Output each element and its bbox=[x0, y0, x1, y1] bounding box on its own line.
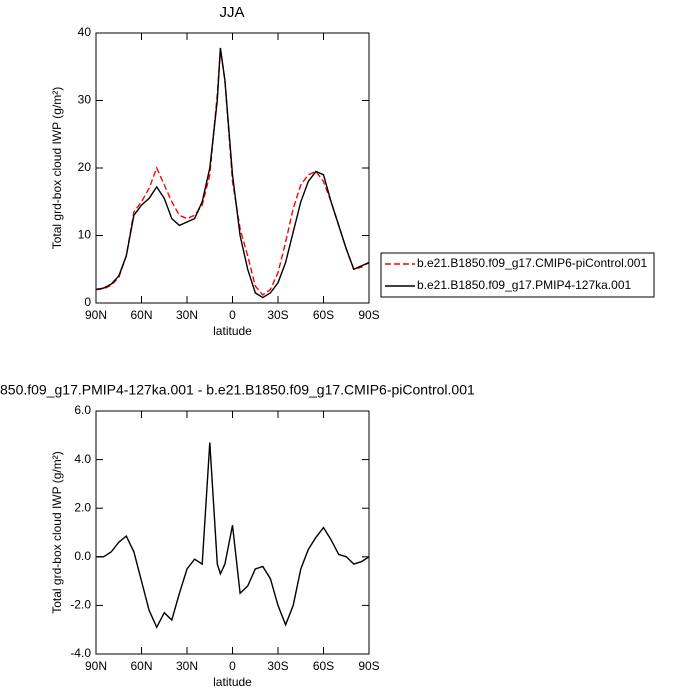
x-axis-label: latitude bbox=[213, 675, 252, 689]
data-line bbox=[95, 47, 370, 299]
x-tick-label: 0 bbox=[229, 308, 236, 322]
x-tick-label: 60S bbox=[313, 308, 334, 322]
x-tick-label: 60S bbox=[313, 659, 334, 673]
y-axis-label: Total grd-box cloud IWP (g/m²) bbox=[50, 451, 64, 614]
legend-box bbox=[380, 252, 655, 298]
x-tick-label: 60N bbox=[130, 659, 152, 673]
y-tick-label: 10 bbox=[78, 228, 92, 242]
y-tick-label: 6.0 bbox=[74, 403, 91, 417]
plot-frame bbox=[95, 410, 370, 655]
legend-label: b.e21.B1850.f09_g17.PMIP4-127ka.001 bbox=[417, 278, 631, 292]
x-tick-label: 90N bbox=[85, 659, 107, 673]
y-tick-label: 2.0 bbox=[74, 500, 91, 514]
x-tick-label: 30N bbox=[176, 659, 198, 673]
y-tick-label: 4.0 bbox=[74, 452, 91, 466]
chart-title: 850.f09_g17.PMIP4-127ka.001 - b.e21.B185… bbox=[0, 382, 475, 398]
data-line bbox=[96, 442, 370, 629]
x-tick-label: 60N bbox=[130, 308, 152, 322]
y-tick-label: 0.0 bbox=[74, 549, 91, 563]
y-tick-label: -4.0 bbox=[70, 646, 91, 660]
chart-title: JJA bbox=[219, 4, 244, 21]
x-tick-label: 30N bbox=[176, 308, 198, 322]
x-tick-label: 30S bbox=[267, 308, 288, 322]
x-tick-label: 0 bbox=[229, 659, 236, 673]
x-tick-label: 90N bbox=[85, 308, 107, 322]
x-tick-label: 90S bbox=[358, 308, 379, 322]
y-tick-label: -2.0 bbox=[70, 598, 91, 612]
legend-label: b.e21.B1850.f09_g17.CMIP6-piControl.001 bbox=[417, 256, 647, 270]
x-axis-label: latitude bbox=[213, 324, 252, 338]
y-tick-label: 40 bbox=[78, 25, 92, 39]
y-tick-label: 20 bbox=[78, 160, 92, 174]
x-tick-label: 90S bbox=[358, 659, 379, 673]
x-tick-label: 30S bbox=[267, 659, 288, 673]
y-tick-label: 30 bbox=[78, 93, 92, 107]
y-tick-label: 0 bbox=[84, 295, 91, 309]
y-axis-label: Total grd-box cloud IWP (g/m²) bbox=[50, 87, 64, 250]
